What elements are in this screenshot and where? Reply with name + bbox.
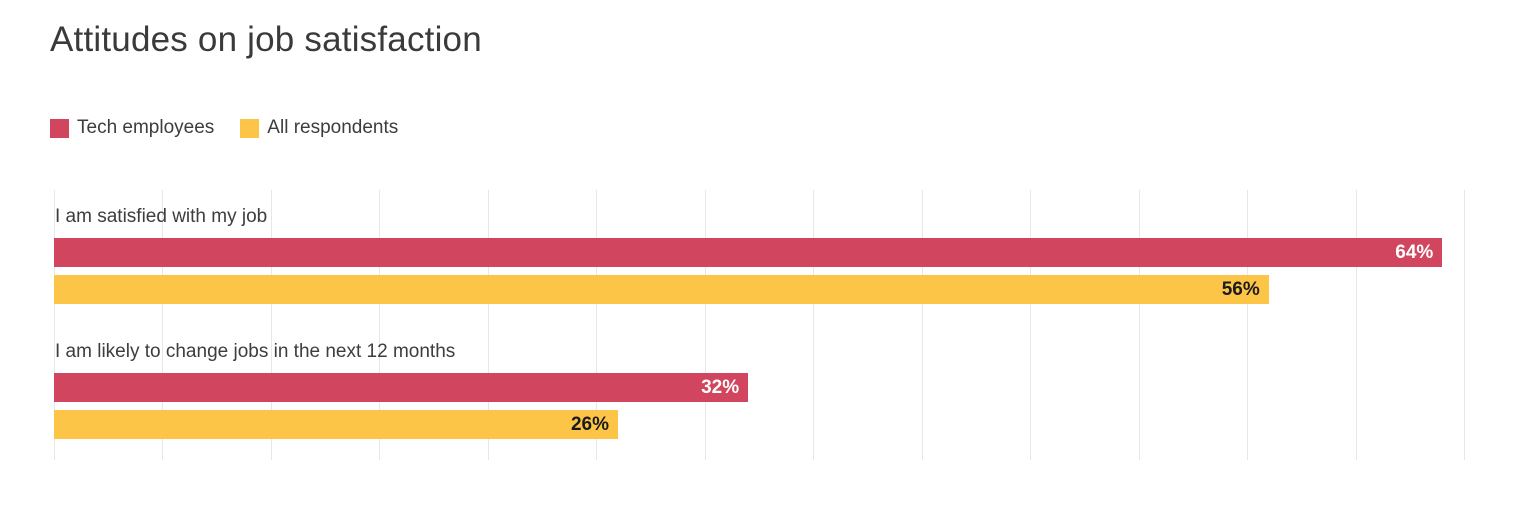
gridline — [596, 190, 598, 460]
bar-value-label: 26% — [570, 414, 609, 435]
gridline — [704, 190, 706, 460]
bar-value-label: 56% — [1221, 279, 1260, 300]
bar-value-label: 64% — [1395, 242, 1434, 263]
legend-swatch-all-respondents — [240, 118, 260, 138]
gridline — [1138, 190, 1140, 460]
gridline — [162, 190, 164, 460]
bar-tech-employees: 64% — [54, 238, 1443, 267]
category-label: I am likely to change jobs in the next 1… — [55, 341, 456, 362]
gridline — [1030, 190, 1032, 460]
category-label: I am satisfied with my job — [55, 206, 268, 227]
gridline — [1355, 190, 1357, 460]
chart-title: Attitudes on job satisfaction — [50, 20, 482, 59]
gridline — [270, 190, 272, 460]
gridline — [1464, 190, 1465, 460]
legend-item-all-respondents: All respondents — [240, 117, 398, 139]
gridline — [379, 190, 381, 460]
legend-item-tech-employees: Tech employees — [50, 117, 214, 139]
gridline — [921, 190, 923, 460]
gridline — [54, 190, 55, 460]
gridline — [1247, 190, 1249, 460]
bar-all-respondents: 56% — [54, 275, 1269, 304]
bar-all-respondents: 26% — [54, 410, 618, 439]
legend-label-tech-employees: Tech employees — [77, 117, 215, 138]
bar-value-label: 32% — [701, 377, 740, 398]
gridline — [813, 190, 815, 460]
gridline — [487, 190, 489, 460]
plot-area: I am satisfied with my job 64% 56% I am lik… — [54, 190, 1465, 460]
legend-label-all-respondents: All respondents — [267, 117, 399, 138]
bar-tech-employees: 32% — [54, 373, 749, 402]
legend-swatch-tech-employees — [50, 118, 69, 138]
legend: Tech employees All respondents — [50, 117, 398, 139]
